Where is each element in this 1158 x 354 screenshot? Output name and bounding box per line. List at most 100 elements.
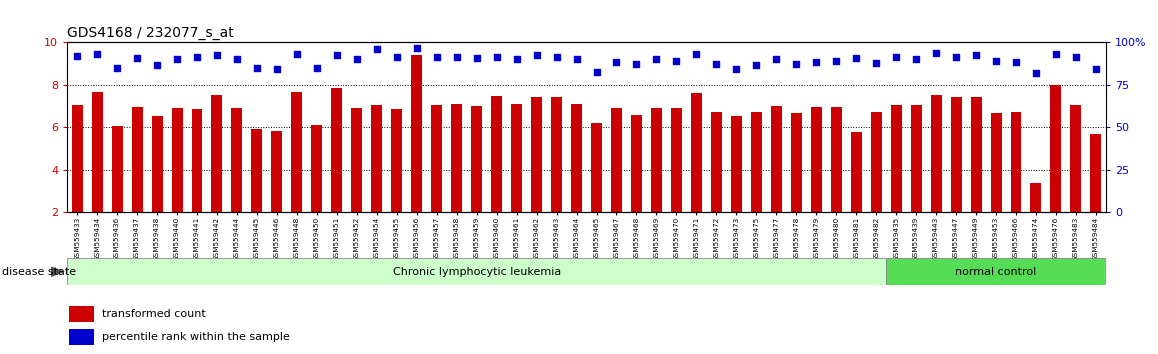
Point (127, 56, 146, 61)
Bar (886, 258, 1106, 285)
Bar (571, 104, 582, 255)
Point (1027, 70, 1046, 76)
Point (926, 50, 945, 56)
Point (527, 52, 545, 58)
Bar (871, 112, 881, 255)
Bar (292, 92, 302, 255)
Bar (69, 306, 94, 321)
Point (168, 57, 186, 62)
Bar (691, 93, 702, 255)
Point (207, 52, 226, 58)
Bar (372, 105, 382, 255)
Point (267, 66, 286, 72)
Bar (331, 88, 343, 255)
Point (1047, 51, 1065, 57)
Point (667, 58, 686, 63)
Point (687, 51, 705, 57)
Point (647, 57, 666, 62)
Bar (791, 113, 801, 255)
Point (867, 60, 886, 65)
Bar (491, 96, 503, 255)
Bar (171, 108, 183, 255)
Bar (111, 126, 123, 255)
Point (1067, 55, 1085, 60)
Point (427, 55, 446, 60)
Point (947, 55, 966, 60)
Point (488, 55, 506, 60)
Point (887, 55, 906, 60)
Point (727, 66, 746, 72)
Bar (731, 116, 742, 255)
Bar (891, 105, 902, 255)
Bar (251, 129, 263, 255)
Bar (411, 55, 423, 255)
Bar (1050, 85, 1062, 255)
Point (68, 53, 87, 59)
Bar (931, 95, 941, 255)
Point (787, 61, 806, 67)
Bar (69, 329, 94, 345)
Point (587, 69, 606, 75)
Bar (631, 115, 642, 255)
Bar (771, 106, 782, 255)
Point (287, 51, 306, 57)
Point (248, 65, 266, 71)
Bar (651, 108, 662, 255)
Point (827, 58, 845, 63)
Point (188, 55, 206, 60)
Point (347, 57, 366, 62)
Bar (851, 132, 862, 255)
Point (388, 55, 406, 60)
Bar (391, 109, 402, 255)
Bar (511, 104, 522, 255)
Bar (750, 112, 762, 255)
Text: percentile rank within the sample: percentile rank within the sample (102, 332, 290, 342)
Bar (1011, 112, 1021, 255)
Bar (471, 106, 482, 255)
Point (708, 61, 726, 67)
Bar (951, 97, 961, 255)
Bar (830, 107, 842, 255)
Point (747, 62, 765, 68)
Bar (1031, 183, 1041, 255)
Point (367, 46, 386, 52)
Bar (351, 108, 362, 255)
Point (548, 55, 566, 60)
Bar (72, 105, 82, 255)
Text: disease state: disease state (2, 267, 76, 277)
Bar (591, 123, 602, 255)
Bar (611, 108, 622, 255)
Point (807, 59, 826, 64)
Point (447, 55, 466, 60)
Point (607, 59, 625, 64)
Text: transformed count: transformed count (102, 309, 205, 319)
Point (1006, 59, 1025, 64)
Point (468, 56, 486, 61)
Bar (191, 109, 203, 255)
Point (967, 52, 985, 58)
Point (767, 57, 785, 62)
Bar (271, 131, 283, 255)
Bar (811, 107, 822, 255)
Point (507, 57, 526, 62)
Point (228, 57, 247, 62)
Point (88, 51, 107, 57)
Bar (67, 258, 886, 285)
Bar (910, 105, 922, 255)
Bar (452, 104, 462, 255)
Point (907, 57, 925, 62)
Bar (232, 108, 242, 255)
Point (328, 52, 346, 58)
Bar (91, 92, 103, 255)
Point (846, 56, 865, 61)
Bar (152, 116, 162, 255)
Point (1086, 66, 1105, 72)
Bar (532, 97, 542, 255)
Text: GDS4168 / 232077_s_at: GDS4168 / 232077_s_at (67, 26, 234, 40)
Point (408, 45, 426, 51)
Point (628, 61, 646, 67)
Point (148, 62, 167, 68)
Bar (970, 97, 982, 255)
Bar (212, 95, 222, 255)
Point (567, 57, 586, 62)
